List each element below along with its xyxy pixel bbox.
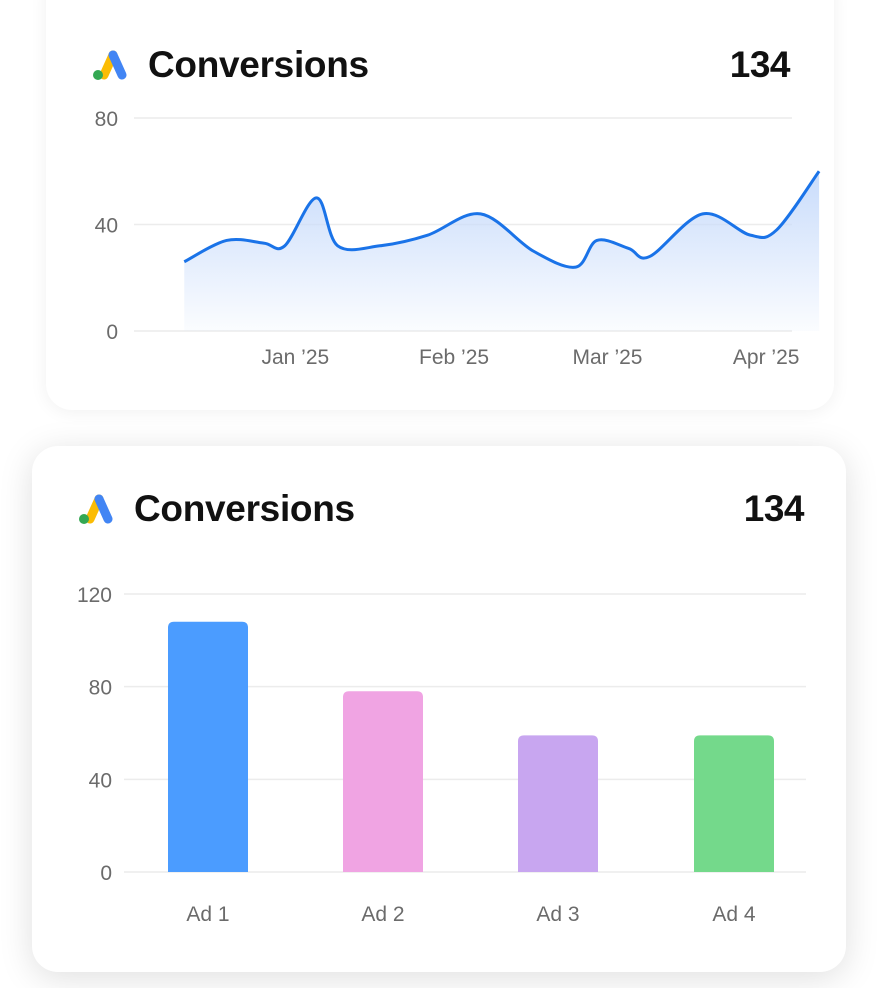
- card-header: Conversions 134: [46, 40, 834, 90]
- data-point: [262, 241, 266, 245]
- y-tick-label: 0: [106, 321, 118, 344]
- data-point: [817, 169, 821, 173]
- conversions-area-chart: 0 40 80 Jan ’25 Feb ’25 Mar ’25 Apr ’25: [95, 108, 821, 369]
- google-ads-logo-icon: [79, 494, 113, 524]
- data-point: [595, 238, 599, 242]
- data-point: [574, 265, 578, 269]
- bar-ad-2: [343, 691, 423, 872]
- data-point: [315, 196, 319, 200]
- series-area: [184, 171, 820, 331]
- card-title: Conversions: [134, 488, 355, 529]
- bar-ad-3: [518, 735, 598, 872]
- y-tick-label: 120: [77, 584, 112, 607]
- conversions-total: 134: [729, 44, 791, 85]
- x-tick-label: Ad 2: [361, 903, 404, 926]
- data-point: [627, 246, 631, 250]
- data-point: [426, 233, 430, 237]
- x-tick-label: Ad 3: [536, 903, 579, 926]
- conversions-by-ad-card: Conversions 134 0 40 80 120 Ad 1 Ad 2 Ad 3 Ad 4: [32, 446, 846, 972]
- y-tick-label: 40: [95, 215, 118, 238]
- card-title: Conversions: [148, 44, 369, 85]
- data-point: [479, 212, 483, 216]
- x-tick-label: Jan ’25: [261, 346, 329, 369]
- google-ads-logo-icon: [93, 50, 127, 80]
- bar-ad-1: [168, 621, 248, 872]
- data-point: [648, 254, 652, 258]
- data-point: [283, 244, 287, 248]
- data-point: [775, 228, 779, 232]
- y-tick-label: 0: [100, 862, 112, 885]
- series-line: [183, 170, 821, 269]
- x-tick-label: Ad 4: [712, 903, 756, 926]
- x-tick-label: Mar ’25: [572, 346, 642, 369]
- conversions-total: 134: [743, 488, 805, 529]
- y-tick-label: 80: [89, 677, 112, 700]
- x-tick-label: Feb ’25: [419, 346, 489, 369]
- data-point: [748, 233, 752, 237]
- data-point: [531, 249, 535, 253]
- x-tick-label: Ad 1: [186, 903, 229, 926]
- card-header: Conversions 134: [32, 484, 846, 534]
- conversions-trend-card: Conversions 134 0 40 80 Jan ’25 Feb ’25 Mar ’…: [46, 0, 834, 410]
- bar-ad-4: [694, 735, 774, 872]
- x-tick-label: Apr ’25: [733, 346, 800, 369]
- data-point: [182, 260, 186, 264]
- data-point: [701, 212, 705, 216]
- y-tick-label: 80: [95, 108, 118, 131]
- data-point: [225, 238, 229, 242]
- data-point: [336, 244, 340, 248]
- data-point: [378, 244, 382, 248]
- conversions-bar-chart: 0 40 80 120 Ad 1 Ad 2 Ad 3 Ad 4: [77, 584, 806, 926]
- y-tick-label: 40: [89, 769, 112, 792]
